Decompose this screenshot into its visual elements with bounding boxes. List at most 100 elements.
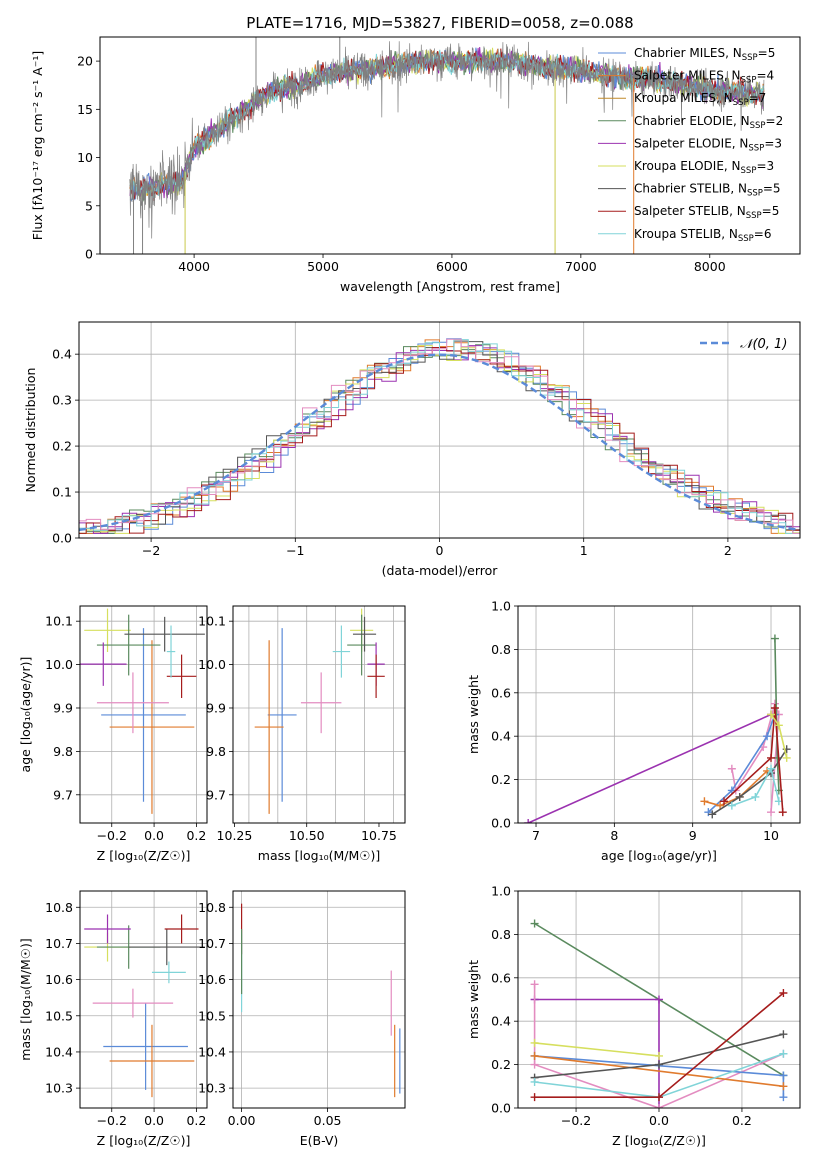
y-tick-label: 10.4 <box>45 1044 73 1059</box>
y-tick-label: 0.1 <box>52 485 72 500</box>
x-axis-label: age [log₁₀(age/yr)] <box>601 848 717 863</box>
weight-marker <box>774 721 783 730</box>
weight-marker <box>530 919 539 928</box>
legend-label: Kroupa MILES, NSSP=7 <box>634 91 766 108</box>
weight-marker <box>782 753 791 762</box>
axes-frame <box>79 605 208 824</box>
y-tick-label: 10.3 <box>45 1081 73 1096</box>
y-tick-label: 9.9 <box>53 700 73 715</box>
x-tick-label: 7000 <box>565 259 597 274</box>
plot-area <box>530 919 788 1108</box>
plot-area <box>80 608 205 814</box>
axes-frame <box>517 605 801 824</box>
x-tick-label: 8 <box>610 828 618 843</box>
panel-3: −0.2 0.0 0.2 9.7 9.8 9.9 10.0 10.1 Z [log₁₀(Z/Z☉… <box>18 605 208 863</box>
panel-4: 10.25 10.50 10.75 9.7 9.8 9.9 10.0 10.1 mass [lo… <box>198 605 406 863</box>
error-point <box>96 614 161 676</box>
plot-area <box>241 903 401 1098</box>
weight-marker <box>720 797 729 806</box>
y-tick-label: 10.1 <box>45 614 73 629</box>
weight-marker <box>727 801 736 810</box>
weight-marker <box>770 703 779 712</box>
weight-marker <box>779 1030 788 1039</box>
weight-marker <box>530 1038 539 1047</box>
weight-line <box>533 984 784 1108</box>
weight-line <box>527 713 775 823</box>
y-tick-label: 0.8 <box>491 927 511 942</box>
y-tick-label: 9.8 <box>206 744 226 759</box>
error-point <box>332 625 351 678</box>
x-tick-label: 0.05 <box>314 1113 342 1128</box>
legend-label: Kroupa ELODIE, NSSP=3 <box>634 159 774 176</box>
axes-frame <box>99 36 801 255</box>
weight-marker <box>735 792 744 801</box>
x-tick-label: 1 <box>580 543 588 558</box>
x-tick-label: −0.2 <box>561 1113 591 1128</box>
y-tick-label: 10.1 <box>198 614 226 629</box>
y-axis-label: age [log₁₀(age/yr)] <box>18 657 33 773</box>
weight-marker <box>655 1060 663 1069</box>
axes-frame <box>232 605 406 824</box>
weight-marker <box>767 808 776 817</box>
plot-area <box>524 634 791 823</box>
y-tick-label: 10.7 <box>45 936 73 951</box>
y-axis-label: mass [log₁₀(M/M☉)] <box>18 938 33 1060</box>
y-tick-label: 15 <box>77 102 93 117</box>
error-point <box>151 961 186 984</box>
legend-label: Salpeter STELIB, NSSP=5 <box>634 204 779 221</box>
weight-marker <box>778 808 787 817</box>
gaussian-curve <box>79 353 800 532</box>
weight-marker <box>716 801 725 810</box>
x-tick-label: −1 <box>286 543 304 558</box>
x-axis-label: wavelength [Angstrom, rest frame] <box>340 279 560 294</box>
weight-marker <box>779 1093 788 1102</box>
histogram-step <box>79 338 800 534</box>
y-tick-label: 10.5 <box>198 1008 226 1023</box>
x-tick-label: 9 <box>689 828 697 843</box>
weight-line <box>534 1042 660 1057</box>
weight-line <box>731 766 780 807</box>
axes-frame <box>79 890 208 1109</box>
y-tick-label: 1.0 <box>491 884 511 899</box>
error-point <box>84 914 131 944</box>
legend-label: Salpeter ELODIE, NSSP=3 <box>634 136 782 153</box>
y-tick-label: 0.6 <box>491 685 511 700</box>
error-point <box>80 642 127 686</box>
axes-frame <box>78 321 801 539</box>
weight-marker <box>779 1071 788 1080</box>
legend-label: Chabrier MILES, NSSP=5 <box>634 46 775 63</box>
weight-marker <box>530 1077 539 1086</box>
x-tick-label: 6000 <box>436 259 468 274</box>
x-axis-label: (data-model)/error <box>382 563 499 578</box>
x-axis-label: mass [log₁₀(M/M☉)] <box>258 848 380 863</box>
x-tick-label: 0.00 <box>228 1113 256 1128</box>
legend: Chabrier MILES, NSSP=5 Salpeter MILES, NS… <box>598 46 783 244</box>
weight-marker <box>767 764 776 773</box>
weight-marker <box>700 797 709 806</box>
y-tick-label: 0.4 <box>52 347 72 362</box>
y-tick-label: 0.0 <box>52 531 72 546</box>
x-axis-label: Z [log₁₀(Z/Z☉)] <box>612 1133 706 1148</box>
x-tick-label: 5000 <box>307 259 339 274</box>
error-point <box>166 654 197 699</box>
y-tick-label: 0.2 <box>491 1057 511 1072</box>
histogram-step <box>79 338 800 534</box>
y-tick-label: 9.9 <box>206 700 226 715</box>
x-tick-label: 0.2 <box>186 828 206 843</box>
x-tick-label: 10.50 <box>289 828 325 843</box>
panel-6: −0.2 0.0 0.2 10.3 10.4 10.5 10.6 10.7 10.8 Z [log… <box>18 890 208 1148</box>
y-tick-label: 0.2 <box>52 439 72 454</box>
weight-marker <box>530 1093 539 1102</box>
error-point <box>166 625 176 678</box>
error-point <box>352 616 377 652</box>
legend-label: Chabrier ELODIE, NSSP=2 <box>634 114 783 131</box>
error-point <box>96 672 169 734</box>
weight-marker <box>767 710 776 719</box>
weight-marker <box>779 988 788 997</box>
x-tick-label: 0.2 <box>732 1113 752 1128</box>
x-tick-label: 0.2 <box>186 1113 206 1128</box>
y-tick-label: 10.6 <box>45 972 73 987</box>
error-point <box>300 672 342 734</box>
y-tick-label: 0.0 <box>491 1101 511 1116</box>
